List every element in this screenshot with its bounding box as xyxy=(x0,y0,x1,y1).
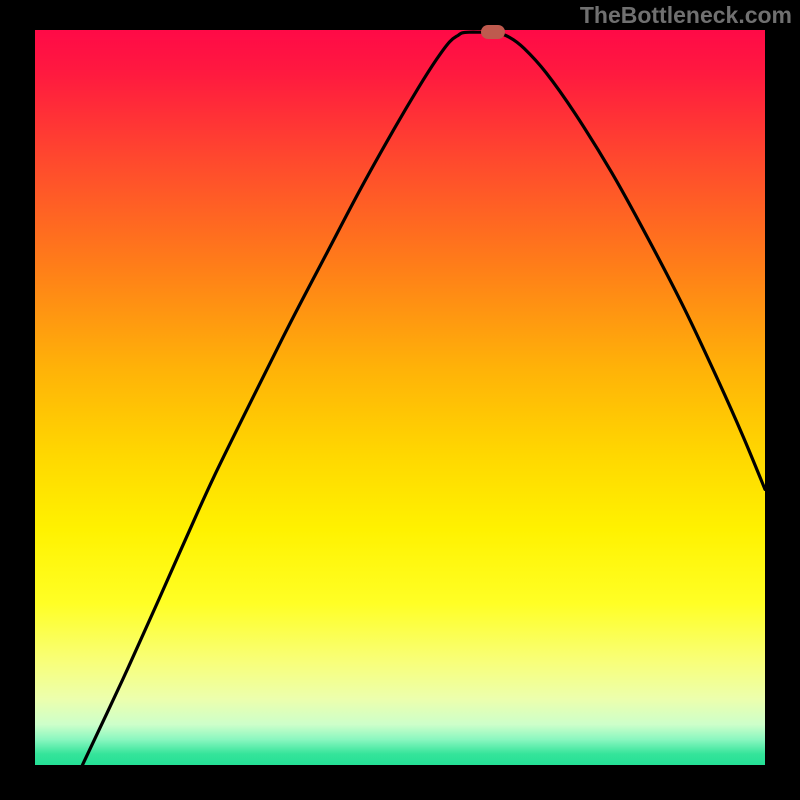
minimum-marker xyxy=(481,25,505,39)
watermark-text: TheBottleneck.com xyxy=(580,2,792,29)
figure-root: TheBottleneck.com xyxy=(0,0,800,800)
plot-area xyxy=(35,30,765,765)
curve-path xyxy=(82,32,765,765)
bottleneck-curve xyxy=(35,30,765,765)
